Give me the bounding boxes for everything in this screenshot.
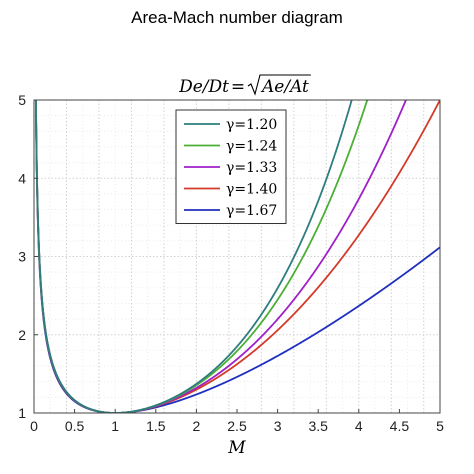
x-ticks: 0 0.5 1 1.5 2 2.5 3 3.5 4 4.5 5 [30,409,444,434]
x-tick-label: 5 [436,418,444,434]
y-tick-label: 4 [18,170,26,186]
x-tick-label: 4.5 [390,418,410,434]
sqrt-sign [247,74,311,96]
legend: γ=1.20 γ=1.24 γ=1.33 γ=1.40 γ=1.67 [175,109,287,224]
y-tick-label: 5 [18,92,26,108]
x-tick-label: 1 [111,418,119,434]
chart-title-radicand: Ae/At [260,77,309,97]
x-tick-label: 3 [274,418,282,434]
legend-label: γ=1.67 [226,203,277,219]
chart-title: De/Dt = Ae/At [178,74,311,97]
x-tick-label: 1.5 [146,418,166,434]
x-tick-label: 0 [30,418,38,434]
y-tick-label: 3 [18,249,26,265]
x-tick-label: 3.5 [308,418,328,434]
legend-label: γ=1.20 [226,117,277,133]
x-tick-label: 2.5 [227,418,247,434]
legend-label: γ=1.33 [226,160,277,176]
series-lines [34,100,440,413]
y-ticks: 1 2 3 4 5 [18,92,38,421]
x-axis-label: M [227,438,246,458]
x-tick-label: 0.5 [65,418,85,434]
legend-label: γ=1.24 [226,139,277,155]
legend-label: γ=1.40 [226,182,277,198]
chart-title-lhs: De/Dt [178,77,229,97]
figure-title: Area-Mach number diagram [131,8,343,27]
chart-title-equals: = [231,77,245,97]
series-line [35,100,353,413]
y-tick-label: 2 [18,327,26,343]
y-tick-label: 1 [18,405,26,421]
x-tick-label: 2 [193,418,201,434]
x-tick-label: 4 [355,418,363,434]
